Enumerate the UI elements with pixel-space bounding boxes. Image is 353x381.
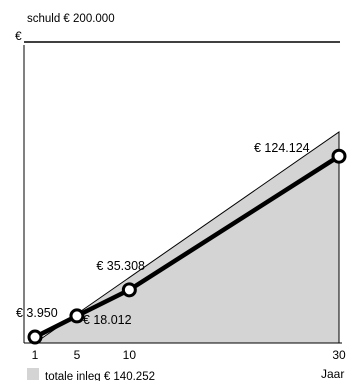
contribution-area [33, 130, 340, 344]
legend-label: totale inleg € 140.252 [45, 371, 155, 381]
data-label-year-10: € 35.308 [96, 259, 145, 273]
x-axis-label: Jaar [321, 367, 344, 381]
legend-swatch [27, 368, 39, 380]
x-tick-label-5: 5 [74, 348, 81, 362]
data-labels: € 3.950 € 18.012 € 35.308 € 124.124 [16, 141, 310, 327]
data-point-year-10 [121, 282, 137, 298]
data-label-year-5: € 18.012 [83, 313, 132, 327]
data-markers [27, 148, 347, 345]
x-ticks: 1 5 10 30 [32, 348, 346, 362]
data-point-year-1 [27, 329, 43, 345]
data-point-year-30 [331, 148, 347, 164]
data-label-year-30: € 124.124 [254, 141, 310, 155]
x-tick-label-10: 10 [123, 348, 137, 362]
debt-label: schuld € 200.000 [27, 13, 115, 25]
y-axis-label: € [15, 29, 22, 43]
x-tick-label-30: 30 [332, 348, 346, 362]
growth-line [33, 154, 341, 340]
x-tick-label-1: 1 [32, 348, 39, 362]
data-point-year-5 [69, 308, 85, 324]
data-label-year-1: € 3.950 [16, 306, 58, 320]
